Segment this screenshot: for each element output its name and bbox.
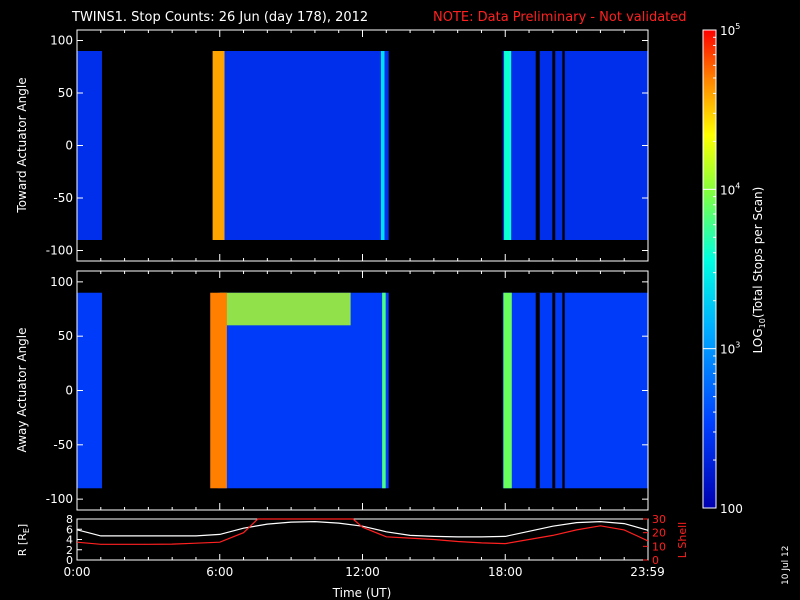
colorbar-label: LOG10(Total Stops per Scan)	[751, 187, 767, 354]
colorbar-tick-exponent: 5	[735, 22, 740, 31]
toward-heatmap	[77, 51, 648, 240]
colorbar-tick-label: 104	[720, 181, 740, 197]
colorbar-tick-base: 10	[720, 183, 735, 197]
data-gap	[552, 51, 556, 240]
data-gap	[535, 51, 540, 240]
y-tick-label: -100	[46, 492, 73, 506]
coverage-block	[217, 51, 389, 240]
r-axis-label-sub: E	[22, 528, 31, 533]
bright-band	[503, 292, 512, 489]
r-tick-label: 6	[66, 523, 73, 536]
lshell-axis-label: L Shell	[676, 522, 689, 558]
lshell-tick-label: 30	[652, 513, 666, 526]
y-tick-label: 100	[50, 275, 73, 289]
lshell-tick-label: 0	[652, 554, 659, 567]
lshell-trace	[76, 518, 649, 545]
x-tick-label: 6:00	[206, 565, 233, 579]
y-tick-label: 50	[58, 86, 73, 100]
x-tick-label: 12:00	[345, 565, 380, 579]
bright-band	[212, 51, 225, 240]
colorbar-tick-base: 10	[720, 343, 735, 357]
high-angle-enhancement	[219, 292, 351, 326]
x-tick-label: 23:59	[630, 565, 665, 579]
data-gap	[535, 292, 540, 489]
colorbar-label-main: LOG	[751, 328, 765, 353]
r-axis-label: R [RE]	[16, 524, 31, 556]
orbit-lines	[76, 518, 649, 545]
r-axis-label-bracket: ]	[16, 524, 29, 528]
away-y-label: Away Actuator Angle	[15, 327, 29, 452]
r-axis-label-main: R [R	[16, 533, 29, 556]
toward-y-axis: -100 -50 0 50 100	[46, 30, 649, 261]
bright-band	[210, 292, 227, 489]
lshell-tick-label: 10	[652, 540, 666, 553]
coverage-block	[564, 51, 648, 240]
bright-band	[380, 51, 385, 240]
coverage-block	[564, 292, 648, 489]
colorbar-label-sub: 10	[758, 318, 767, 328]
away-panel: -100 -50 0 50 100 Away Actuator Angle	[15, 270, 649, 511]
colorbar-tick-label: 105	[720, 22, 740, 38]
colorbar-tick-base: 10	[720, 24, 735, 38]
colorbar-tick-label: 100	[720, 502, 743, 516]
colorbar-gradient	[702, 29, 717, 509]
y-tick-label: -50	[53, 191, 73, 205]
away-y-axis: -100 -50 0 50 100	[46, 271, 649, 510]
x-tick-label: 18:00	[488, 565, 523, 579]
x-axis-label: Time (UT)	[332, 586, 392, 600]
date-stamp: 10 Jul 12	[781, 546, 791, 586]
figure-title: TWINS1. Stop Counts: 26 Jun (day 178), 2…	[71, 10, 368, 25]
toward-panel: -100 -50 0 50 100 Toward Actuator Angle	[15, 29, 649, 262]
data-gap	[552, 292, 556, 489]
preliminary-note: NOTE: Data Preliminary - Not validated	[433, 10, 687, 25]
y-tick-label: -50	[53, 438, 73, 452]
colorbar-label-rest: (Total Stops per Scan)	[751, 187, 765, 318]
y-tick-label: 0	[65, 384, 73, 398]
toward-y-label: Toward Actuator Angle	[15, 77, 29, 213]
colorbar-tick-label: 103	[720, 341, 740, 357]
lshell-tick-label: 20	[652, 527, 666, 540]
bright-band	[382, 292, 386, 489]
y-tick-label: 50	[58, 329, 73, 343]
away-heatmap	[77, 292, 648, 489]
bright-band	[504, 51, 512, 240]
y-tick-label: -100	[46, 244, 73, 258]
r-trace	[76, 520, 649, 538]
colorbar-tick-exponent: 4	[735, 181, 740, 190]
r-tick-label: 2	[66, 544, 73, 557]
y-tick-label: 100	[50, 34, 73, 48]
colorbar-tick-exponent: 3	[735, 341, 740, 350]
r-tick-label: 4	[66, 534, 73, 547]
y-tick-label: 0	[65, 139, 73, 153]
r-tick-label: 0	[66, 554, 73, 567]
x-tick-label: 0:00	[64, 565, 91, 579]
r-tick-label: 8	[66, 513, 73, 526]
